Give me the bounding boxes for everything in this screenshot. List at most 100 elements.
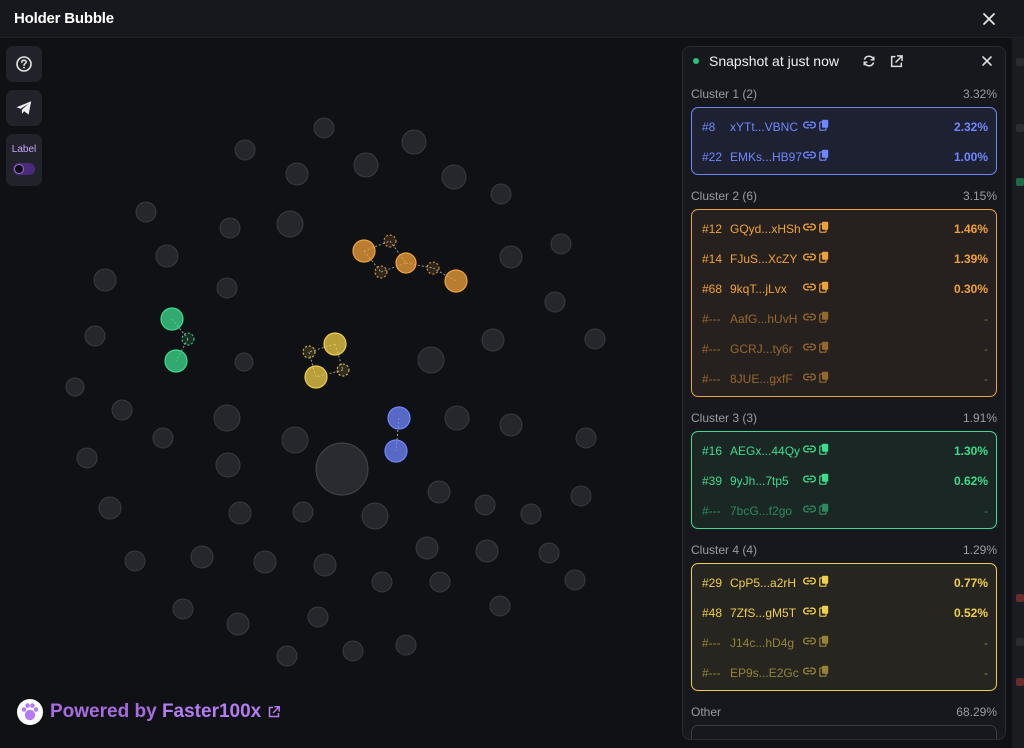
holder-bubble[interactable] (550, 233, 572, 255)
cluster-header[interactable]: Cluster 4 (4) 1.29% (691, 543, 997, 557)
holder-bubble[interactable] (215, 452, 241, 478)
cluster-3-bubble[interactable] (164, 349, 188, 373)
holder-bubble[interactable] (427, 480, 451, 504)
holder-bubble[interactable] (226, 612, 250, 636)
cluster-4-hidden-bubble[interactable] (302, 345, 316, 359)
copy-link-button[interactable] (803, 221, 817, 236)
holder-bubble[interactable] (276, 210, 304, 238)
holder-bubble[interactable] (401, 129, 427, 155)
holder-bubble[interactable] (307, 606, 329, 628)
holder-address[interactable]: GCRJ...ty6r (730, 342, 793, 356)
holder-bubble[interactable] (219, 217, 241, 239)
holder-bubble[interactable] (371, 571, 393, 593)
holder-bubble[interactable] (361, 502, 389, 530)
holder-bubble[interactable] (84, 325, 106, 347)
holder-bubble[interactable] (285, 162, 309, 186)
holder-address[interactable]: EP9s...E2Gc (730, 666, 799, 680)
holder-bubble[interactable] (490, 183, 512, 205)
cluster-header[interactable]: Cluster 1 (2) 3.32% (691, 87, 997, 101)
holder-bubble[interactable] (570, 485, 592, 507)
cluster-2-hidden-bubble[interactable] (383, 234, 397, 248)
copy-link-button[interactable] (803, 281, 817, 296)
cluster-4-hidden-bubble[interactable] (336, 363, 350, 377)
holder-row[interactable]: #29 CpP5...a2rH 0.77% (702, 573, 988, 593)
holder-bubble[interactable] (93, 268, 117, 292)
copy-address-button[interactable] (819, 221, 829, 236)
holder-address[interactable]: 9kqT...jLvx (730, 282, 787, 296)
copy-address-button[interactable] (819, 281, 829, 296)
holder-row[interactable]: #--- AafG...hUvH - (702, 309, 988, 329)
holder-address[interactable]: 9yJh...7tp5 (730, 474, 789, 488)
holder-row[interactable]: #--- EP9s...E2Gc - (702, 663, 988, 683)
copy-address-button[interactable] (819, 665, 829, 680)
holder-bubble[interactable] (228, 501, 252, 525)
holder-bubble[interactable] (474, 494, 496, 516)
holder-bubble[interactable] (538, 542, 560, 564)
help-button[interactable] (6, 46, 42, 82)
copy-address-button[interactable] (819, 473, 829, 488)
cluster-1-bubble[interactable] (387, 406, 411, 430)
holder-bubble[interactable] (190, 545, 214, 569)
label-toggle-switch[interactable] (13, 163, 35, 175)
copy-link-button[interactable] (803, 635, 817, 650)
holder-bubble[interactable] (313, 553, 337, 577)
copy-link-button[interactable] (803, 341, 817, 356)
holder-address[interactable]: 8JUE...gxfF (730, 372, 793, 386)
holder-bubble[interactable] (76, 447, 98, 469)
holder-row[interactable]: #--- 7bcG...f2go - (702, 501, 988, 521)
copy-link-button[interactable] (803, 503, 817, 518)
holder-bubble[interactable] (281, 426, 309, 454)
holder-bubble[interactable] (481, 328, 505, 352)
holder-bubble[interactable] (234, 352, 254, 372)
holder-bubble[interactable] (520, 503, 542, 525)
copy-address-button[interactable] (819, 341, 829, 356)
holder-address[interactable]: EMKs...HB97 (730, 150, 803, 164)
copy-link-button[interactable] (803, 149, 817, 164)
cluster-1-bubble[interactable] (384, 439, 408, 463)
holder-row[interactable]: #8 xYTt...VBNC 2.32% (702, 117, 988, 137)
holder-bubble[interactable] (152, 427, 174, 449)
holder-row[interactable]: #16 AEGx...44Qy 1.30% (702, 441, 988, 461)
holder-address[interactable]: CpP5...a2rH (730, 576, 797, 590)
copy-link-button[interactable] (803, 311, 817, 326)
holder-row[interactable]: #14 FJuS...XcZY 1.39% (702, 249, 988, 269)
holder-bubble[interactable] (65, 377, 85, 397)
powered-by-link[interactable]: Powered by Faster100x (16, 698, 281, 726)
copy-link-button[interactable] (803, 251, 817, 266)
refresh-button[interactable] (861, 53, 877, 69)
holder-row[interactable]: #--- 8JUE...gxfF - (702, 369, 988, 389)
close-window-button[interactable] (978, 8, 1000, 30)
copy-link-button[interactable] (803, 119, 817, 134)
holder-bubble[interactable] (353, 152, 379, 178)
cluster-3-hidden-bubble[interactable] (181, 332, 195, 346)
holder-row[interactable]: #68 9kqT...jLvx 0.30% (702, 279, 988, 299)
copy-address-button[interactable] (819, 443, 829, 458)
holder-bubble[interactable] (342, 640, 364, 662)
holder-row[interactable]: #12 GQyd...xHSh 1.46% (702, 219, 988, 239)
holder-bubble[interactable] (124, 550, 146, 572)
holder-bubble-large[interactable] (315, 442, 369, 496)
holder-address[interactable]: J14c...hD4g (730, 636, 795, 650)
holder-bubble[interactable] (489, 595, 511, 617)
holder-bubble[interactable] (216, 277, 238, 299)
copy-address-button[interactable] (819, 371, 829, 386)
cluster-2-bubble[interactable] (444, 269, 468, 293)
cluster-header[interactable]: Cluster 2 (6) 3.15% (691, 189, 997, 203)
holder-bubble[interactable] (253, 550, 277, 574)
holder-bubble[interactable] (276, 645, 298, 667)
copy-address-button[interactable] (819, 251, 829, 266)
copy-link-button[interactable] (803, 371, 817, 386)
holder-bubble[interactable] (213, 404, 241, 432)
telegram-button[interactable] (6, 90, 42, 126)
bubble-map[interactable] (0, 38, 680, 688)
holder-bubble[interactable] (441, 164, 467, 190)
copy-address-button[interactable] (819, 575, 829, 590)
copy-address-button[interactable] (819, 119, 829, 134)
holder-bubble[interactable] (292, 501, 314, 523)
holder-bubble[interactable] (584, 328, 606, 350)
holder-bubble[interactable] (575, 427, 597, 449)
copy-address-button[interactable] (819, 311, 829, 326)
close-panel-button[interactable] (979, 53, 995, 69)
holder-bubble[interactable] (234, 139, 256, 161)
holder-bubble[interactable] (564, 569, 586, 591)
